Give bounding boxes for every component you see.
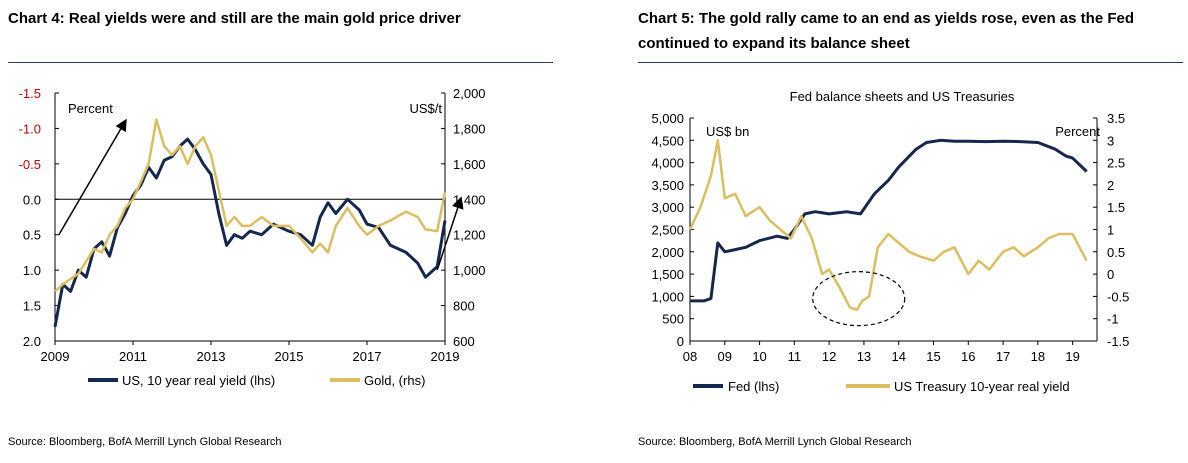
chart-5-lhs-tick-label: 1,000 <box>651 289 684 304</box>
chart-5-title-line-2: continued to expand its balance sheet <box>638 35 910 52</box>
chart-4-lhs-tick-label: 1.5 <box>23 299 41 314</box>
chart-5-rhs-tick-label: 0.5 <box>1107 245 1125 260</box>
chart-5-title-line-1: Chart 5: The gold rally came to an end a… <box>638 10 1134 27</box>
chart-5-lhs-tick-label: 3,000 <box>651 200 684 215</box>
chart-5-rhs-tick-label: 1.5 <box>1107 200 1125 215</box>
chart-4-lhs-tick-label: -1.5 <box>19 86 41 101</box>
chart-4-plot: -1.5 -1.0 -0.5 0.0 0.5 1.0 1.5 2.0 600 800 1,000 1,… <box>19 86 486 388</box>
chart-5-rhs-tick-label: 3 <box>1107 133 1114 148</box>
chart-4-arrow-annotation <box>58 118 127 236</box>
chart-4-lhs-tick-label: 2.0 <box>23 334 41 349</box>
chart-5-x-tick-label: 14 <box>891 349 905 364</box>
chart-4-series-gold <box>54 118 447 293</box>
chart-4-rhs-tick-label: 600 <box>453 334 475 349</box>
chart-4-rhs-unit-label: US$/t <box>409 101 442 116</box>
chart-5-x-tick-label: 11 <box>788 349 802 364</box>
chart-5-panel: Chart 5: The gold rally came to an end a… <box>628 0 1188 463</box>
chart-5-lhs-unit-label: US$ bn <box>706 124 749 139</box>
chart-5-x-tick-label: 13 <box>857 349 871 364</box>
chart-4-rhs-tick-label: 1,800 <box>453 121 486 136</box>
chart-4-rhs-tick-label: 1,400 <box>453 192 486 207</box>
chart-4-lhs-tick-label: 1.0 <box>23 263 41 278</box>
chart-5-x-tick-label: 15 <box>926 349 940 364</box>
chart-5-lhs-tick-label: 500 <box>662 312 684 327</box>
chart-5-source: Source: Bloomberg, BofA Merrill Lynch Gl… <box>638 436 912 448</box>
chart-5-x-tick-label: 18 <box>1031 349 1045 364</box>
chart-4-title: Chart 4: Real yields were and still are … <box>8 10 461 27</box>
chart-4-panel: Chart 4: Real yields were and still are … <box>0 0 560 463</box>
chart-5-x-tick-label: 19 <box>1065 349 1079 364</box>
chart-5-rhs-tick-label: 2 <box>1107 178 1114 193</box>
chart-4-x-tick-label: 2017 <box>353 349 382 364</box>
chart-4-x-tick-label: 2015 <box>275 349 304 364</box>
chart-5-ellipse-annotation <box>812 271 906 327</box>
chart-5-x-tick-label: 12 <box>822 349 836 364</box>
chart-5-rhs-tick-label: 3.5 <box>1107 111 1125 126</box>
chart-5-lhs-tick-label: 1,500 <box>651 267 684 282</box>
chart-5-plot: Fed balance sheets and US Treasuries 0 500… <box>651 89 1129 394</box>
chart-4-arrow-annotation <box>436 196 464 271</box>
chart-5-x-tick-label: 09 <box>718 349 732 364</box>
chart-4-lhs-tick-label: 0.5 <box>23 228 41 243</box>
chart-5-x-tick-label: 10 <box>752 349 766 364</box>
chart-4-rhs-tick-label: 2,000 <box>453 86 486 101</box>
chart-4-x-tick-label: 2009 <box>41 349 70 364</box>
chart-4-lhs-unit-label: Percent <box>68 101 113 116</box>
chart-5-lhs-tick-label: 4,500 <box>651 133 684 148</box>
chart-5-title: Chart 5: The gold rally came to an end a… <box>638 6 1183 56</box>
chart-5-x-tick-label: 08 <box>683 349 697 364</box>
chart-5-lhs-tick-label: 2,500 <box>651 223 684 238</box>
chart-5-series-fed <box>690 138 1088 303</box>
chart-5-rhs-tick-label: 0 <box>1107 267 1114 282</box>
chart-5-lhs-tick-label: 4,000 <box>651 156 684 171</box>
chart-5-title-rule <box>638 62 1183 63</box>
chart-4-lhs-tick-label: -0.5 <box>19 157 41 172</box>
chart-5-rhs-tick-label: -0.5 <box>1107 289 1129 304</box>
chart-4-series-real-yield <box>53 137 447 328</box>
chart-5-legend-label-real-yield: US Treasury 10-year real yield <box>894 379 1070 394</box>
chart-4-lhs-tick-label: 0.0 <box>23 192 41 207</box>
chart-5-lhs-tick-label: 0 <box>677 334 684 349</box>
chart-4-legend-label-gold: Gold, (rhs) <box>364 373 425 388</box>
chart-4-x-tick-label: 2019 <box>431 349 460 364</box>
chart-5-series-real-yield <box>688 139 1088 312</box>
chart-4-legend-label-real-yield: US, 10 year real yield (lhs) <box>122 373 275 388</box>
chart-4-source: Source: Bloomberg, BofA Merrill Lynch Gl… <box>8 436 282 448</box>
chart-4-rhs-tick-label: 1,600 <box>453 157 486 172</box>
chart-5-rhs-unit-label: Percent <box>1055 124 1100 139</box>
chart-4-rhs-tick-label: 800 <box>453 299 475 314</box>
chart-5-lhs-tick-label: 5,000 <box>651 111 684 126</box>
chart-5-legend-label-fed: Fed (lhs) <box>728 379 779 394</box>
chart-4-rhs-tick-label: 1,000 <box>453 263 486 278</box>
chart-5-rhs-tick-label: -1 <box>1107 312 1119 327</box>
chart-4-lhs-tick-label: -1.0 <box>19 121 41 136</box>
chart-5-x-tick-label: 17 <box>996 349 1010 364</box>
chart-5-subtitle: Fed balance sheets and US Treasuries <box>790 89 1015 104</box>
chart-5-lhs-tick-label: 2,000 <box>651 245 684 260</box>
chart-5-rhs-tick-label: 1 <box>1107 223 1114 238</box>
chart-4-rhs-tick-label: 1,200 <box>453 228 486 243</box>
chart-5-rhs-tick-label: -1.5 <box>1107 334 1129 349</box>
chart-4-x-tick-label: 2013 <box>197 349 226 364</box>
chart-4-x-tick-label: 2011 <box>119 349 147 364</box>
chart-5-rhs-tick-label: 2.5 <box>1107 156 1125 171</box>
chart-5-lhs-tick-label: 3,500 <box>651 178 684 193</box>
chart-4-title-rule <box>8 62 553 63</box>
chart-5-x-tick-label: 16 <box>961 349 975 364</box>
